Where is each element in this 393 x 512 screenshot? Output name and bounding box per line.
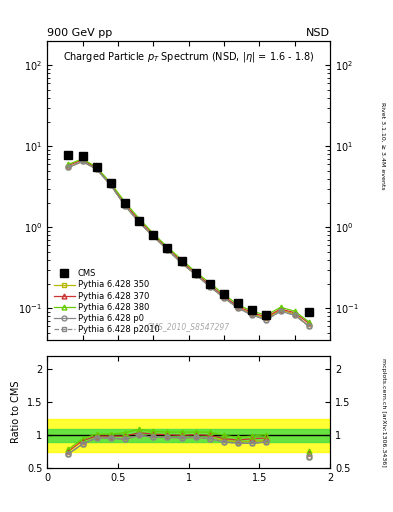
Legend: CMS, Pythia 6.428 350, Pythia 6.428 370, Pythia 6.428 380, Pythia 6.428 p0, Pyth: CMS, Pythia 6.428 350, Pythia 6.428 370,… <box>51 267 162 336</box>
Text: CMS_2010_S8547297: CMS_2010_S8547297 <box>147 323 230 331</box>
Text: Rivet 3.1.10, ≥ 3.4M events: Rivet 3.1.10, ≥ 3.4M events <box>381 102 386 189</box>
Text: Charged Particle $p_T$ Spectrum (NSD, $|\eta|$ = 1.6 - 1.8): Charged Particle $p_T$ Spectrum (NSD, $|… <box>63 50 314 64</box>
Bar <box>47 419 330 452</box>
Text: NSD: NSD <box>306 28 330 38</box>
Text: mcplots.cern.ch [arXiv:1306.3436]: mcplots.cern.ch [arXiv:1306.3436] <box>381 358 386 466</box>
Y-axis label: Ratio to CMS: Ratio to CMS <box>11 381 21 443</box>
Text: 900 GeV pp: 900 GeV pp <box>47 28 112 38</box>
Bar <box>47 429 330 442</box>
